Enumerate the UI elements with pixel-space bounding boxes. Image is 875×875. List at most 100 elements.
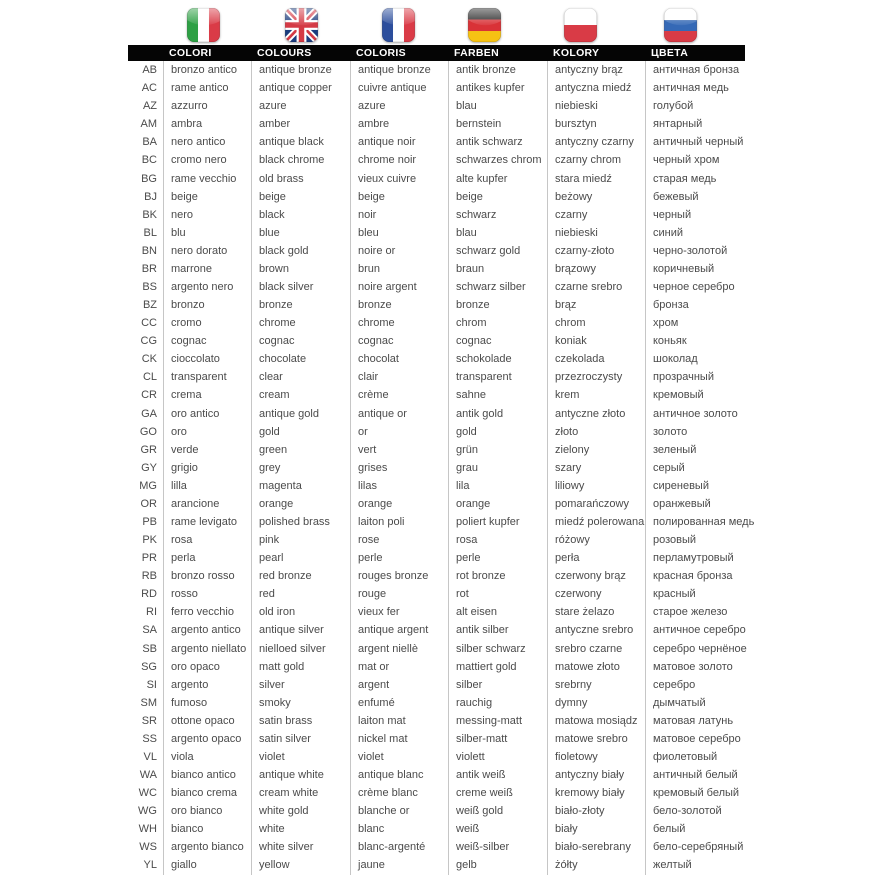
color-name-cell-ru: серебро — [645, 675, 790, 694]
color-name-cell-fr: blanc — [350, 820, 448, 839]
color-name-cell-pl: zielony — [547, 440, 645, 459]
color-name-cell-de: alt eisen — [448, 603, 547, 622]
code-cell: GY — [141, 461, 157, 474]
color-name-cell-fr: chrome noir — [350, 151, 448, 170]
color-name-cell-en: pink — [251, 531, 350, 550]
color-name-cell-en: nielloed silver — [251, 639, 350, 658]
color-name-cell-de: schwarz gold — [448, 241, 547, 260]
color-name-cell-fr: rouge — [350, 585, 448, 604]
table-row: PR perla pearl perle perle perła перламутровый — [128, 549, 790, 568]
table-row: WC bianco crema cream white crème blanc crem… — [128, 784, 790, 803]
color-name-cell-de: violett — [448, 747, 547, 767]
color-name-cell-it: azzurro — [163, 97, 251, 116]
code-cell: AB — [142, 64, 157, 77]
color-name-cell-pl: srebrny — [547, 675, 645, 694]
color-name-cell-pl: czarne srebro — [547, 277, 645, 297]
color-name-cell-ru: шоколад — [645, 350, 790, 369]
flag-poland-icon — [564, 8, 597, 42]
color-name-cell-en: chocolate — [251, 350, 350, 369]
code-cell: SB — [142, 642, 157, 655]
color-name-cell-pl: chrom — [547, 314, 645, 333]
color-name-cell-fr: argent — [350, 675, 448, 694]
color-name-cell-en: antique gold — [251, 404, 350, 423]
table-row: CL transparent clear clair transparent przezr… — [128, 368, 790, 387]
color-name-cell-ru: античный черный — [645, 133, 790, 152]
color-name-cell-de: weiß-silber — [448, 838, 547, 857]
color-name-cell-pl: antyczne srebro — [547, 621, 645, 640]
color-name-cell-fr: chocolat — [350, 350, 448, 369]
color-name-cell-pl: dymny — [547, 693, 645, 712]
color-name-cell-de: silber — [448, 675, 547, 694]
color-name-cell-fr: perle — [350, 549, 448, 568]
color-name-cell-en: matt gold — [251, 657, 350, 676]
table-row: SB argento niellato nielloed silver argent … — [128, 639, 790, 658]
code-cell: PK — [142, 534, 157, 547]
color-name-cell-en: cognac — [251, 332, 350, 351]
table-row: BS argento nero black silver noire argent sc… — [128, 277, 790, 297]
code-cell: AM — [140, 118, 158, 131]
color-name-cell-it: ferro vecchio — [163, 603, 251, 622]
table-row: PK rosa pink rose rosa różowy розовый — [128, 531, 790, 550]
color-name-cell-pl: srebro czarne — [547, 639, 645, 658]
color-name-cell-fr: antique argent — [350, 621, 448, 640]
table-row: RD rosso red rouge rot czerwony красный — [128, 585, 790, 604]
code-cell: GO — [139, 425, 157, 438]
table-row: OR arancione orange orange orange pomarańczow… — [128, 494, 790, 513]
code-cell: WH — [138, 823, 157, 836]
color-name-cell-fr: antique or — [350, 404, 448, 423]
color-name-cell-fr: vert — [350, 440, 448, 459]
color-name-cell-en: cream — [251, 386, 350, 405]
color-name-cell-it: argento — [163, 675, 251, 694]
color-name-cell-fr: grises — [350, 458, 448, 477]
color-name-cell-pl: miedź polerowana — [547, 512, 645, 532]
table-row: RB bronzo rosso red bronze rouges bronze rot… — [128, 567, 790, 586]
code-cell: BG — [141, 172, 157, 185]
color-name-cell-de: antikes kupfer — [448, 79, 547, 98]
color-name-cell-ru: черный хром — [645, 151, 790, 170]
color-name-cell-pl: bursztyn — [547, 115, 645, 134]
color-name-cell-it: rame vecchio — [163, 169, 251, 188]
table-row: VL viola violet violet violett fioletowy фиоле… — [128, 747, 790, 767]
color-name-cell-ru: античная медь — [645, 79, 790, 98]
color-name-cell-it: oro bianco — [163, 802, 251, 821]
table-row: SI argento silver argent silber srebrny серебр… — [128, 675, 790, 694]
color-name-cell-en: violet — [251, 747, 350, 767]
color-name-cell-fr: rose — [350, 531, 448, 550]
color-name-cell-en: antique copper — [251, 79, 350, 98]
code-cell: SR — [141, 714, 157, 727]
color-name-cell-en: chrome — [251, 314, 350, 333]
color-name-cell-fr: blanc-argenté — [350, 838, 448, 857]
color-name-cell-en: white silver — [251, 838, 350, 857]
color-name-cell-fr: crème — [350, 386, 448, 405]
color-name-cell-fr: argent niellè — [350, 639, 448, 658]
color-name-cell-en: antique bronze — [251, 61, 350, 80]
color-name-cell-en: beige — [251, 187, 350, 206]
table-row: SR ottone opaco satin brass laiton mat messi… — [128, 711, 790, 730]
color-name-cell-fr: vieux cuivre — [350, 169, 448, 188]
color-name-cell-pl: antyczny brąz — [547, 61, 645, 80]
color-name-cell-de: antik schwarz — [448, 133, 547, 152]
code-cell: SS — [142, 732, 157, 745]
code-cell: VL — [143, 751, 157, 763]
color-name-cell-ru: старая медь — [645, 169, 790, 188]
color-name-cell-it: grigio — [163, 458, 251, 477]
color-name-cell-de: antik bronze — [448, 61, 547, 80]
color-name-cell-de: sahne — [448, 386, 547, 405]
color-name-cell-ru: коньяк — [645, 332, 790, 351]
color-name-cell-de: schwarzes chrom — [448, 151, 547, 170]
code-cell: RI — [146, 606, 157, 619]
color-name-cell-ru: золото — [645, 422, 790, 441]
color-name-cell-it: rosso — [163, 585, 251, 604]
code-cell: BR — [141, 262, 157, 275]
color-name-cell-de: creme weiß — [448, 784, 547, 803]
table-row: GR verde green vert grün zielony зеленый — [128, 440, 790, 459]
color-name-cell-it: ambra — [163, 115, 251, 134]
table-row: YL giallo yellow jaune gelb żółty желтый — [128, 856, 790, 875]
table-row: GO oro gold or gold złoto золото — [128, 422, 790, 441]
color-name-cell-fr: rouges bronze — [350, 567, 448, 586]
color-name-cell-ru: сиреневый — [645, 476, 790, 495]
color-name-cell-ru: голубой — [645, 97, 790, 116]
color-name-cell-it: bronzo — [163, 296, 251, 315]
color-name-cell-en: red bronze — [251, 567, 350, 586]
code-cell: YL — [143, 859, 157, 872]
